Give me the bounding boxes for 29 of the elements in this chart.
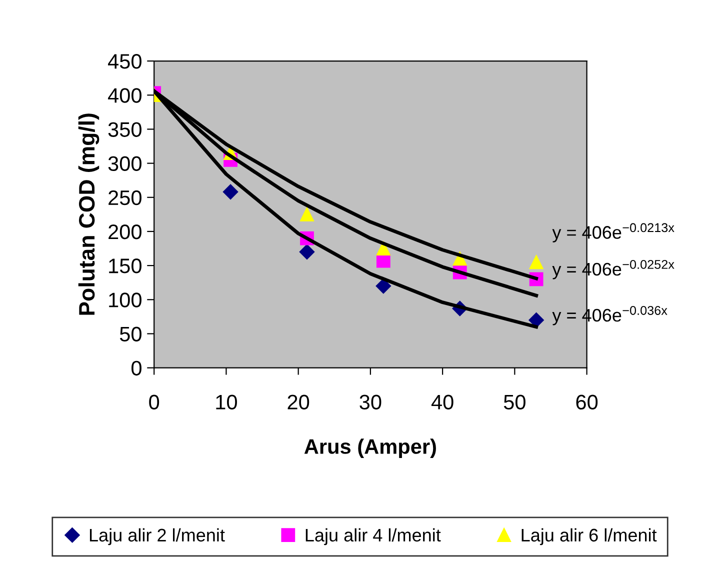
point: [529, 255, 544, 270]
y-tick-label: 400: [108, 88, 142, 103]
legend-label: Laju alir 6 l/menit: [522, 528, 657, 546]
point: [299, 244, 315, 260]
x-tick-label: 60: [576, 394, 598, 410]
y-tick-label: 50: [120, 326, 142, 342]
y-tick-label: 150: [109, 258, 142, 274]
x-tick-label: 30: [360, 394, 382, 410]
y-tick-label: 250: [108, 190, 142, 206]
point: [376, 278, 391, 294]
x-tick-label: 10: [216, 394, 237, 410]
x-tick-label: 50: [504, 394, 526, 410]
x-tick-label: 20: [288, 394, 310, 410]
x-tick-label: 0: [149, 394, 160, 410]
point: [222, 184, 238, 200]
y-tick-label: 100: [109, 292, 142, 308]
y-tick-label: 300: [108, 156, 142, 172]
legend-label: Laju alir 2 l/menit: [90, 528, 225, 546]
y-axis-title: Polutan COD (mg/l): [78, 114, 100, 315]
point: [376, 242, 390, 256]
x-axis-title: Arus (Amper): [304, 438, 436, 458]
y-tick-label: 450: [108, 54, 142, 69]
y-tick-label: 200: [108, 224, 142, 240]
point: [300, 207, 314, 222]
point: [528, 312, 544, 328]
x-tick-label: 40: [431, 394, 454, 410]
legend-label: Laju alir 4 l/menit: [306, 528, 441, 546]
y-tick-label: 350: [108, 122, 142, 137]
y-tick-label: 0: [132, 360, 142, 376]
